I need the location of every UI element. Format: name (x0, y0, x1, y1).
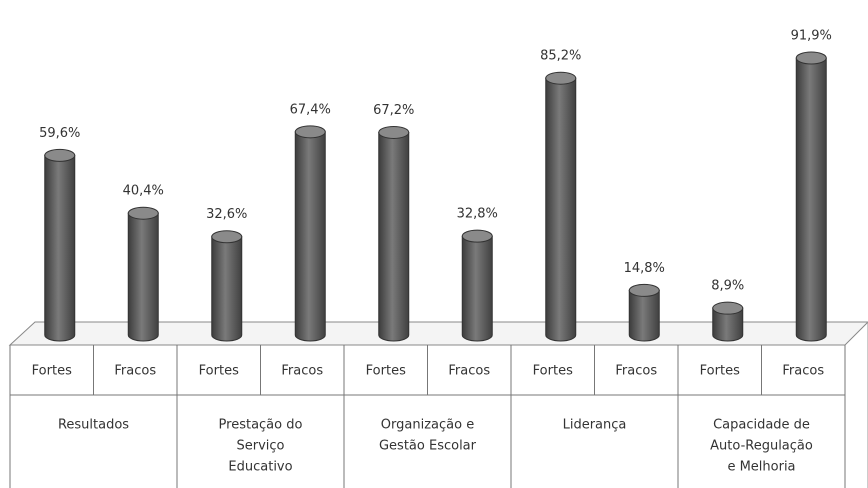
group-label: Liderança (563, 418, 627, 433)
group-label: Organização e (381, 418, 474, 433)
bar-top (545, 71, 577, 85)
value-label: 32,8% (457, 207, 498, 222)
bar-top (294, 125, 326, 139)
group-label: Educativo (228, 460, 292, 475)
group-label: Serviço (236, 439, 284, 454)
bar-top (378, 125, 410, 139)
bar (795, 57, 827, 342)
bar (127, 212, 159, 342)
category-label: Fortes (533, 364, 573, 379)
group-label: Resultados (58, 418, 129, 433)
category-label: Fracos (782, 364, 824, 379)
value-label: 67,2% (373, 103, 414, 118)
value-label: 67,4% (290, 102, 331, 117)
category-label: Fracos (615, 364, 657, 379)
bar (378, 131, 410, 342)
bar (628, 289, 660, 342)
value-label: 85,2% (540, 49, 581, 64)
category-label: Fracos (114, 364, 156, 379)
bar-top (712, 301, 744, 315)
category-label: Fortes (199, 364, 239, 379)
bar-top (211, 230, 243, 244)
bar-top (628, 283, 660, 297)
value-label: 14,8% (624, 261, 665, 276)
bar (545, 77, 577, 342)
bar (211, 236, 243, 342)
bar (712, 307, 744, 342)
group-label: Capacidade de (713, 418, 810, 433)
value-label: 32,6% (206, 207, 247, 222)
value-label: 91,9% (791, 29, 832, 44)
bar (461, 235, 493, 342)
bar-top (44, 148, 76, 162)
category-label: Fortes (700, 364, 740, 379)
group-label: Auto-Regulação (710, 439, 813, 454)
bar (294, 131, 326, 342)
bar-top (795, 51, 827, 65)
value-label: 59,6% (39, 126, 80, 141)
bar (44, 154, 76, 342)
value-label: 8,9% (711, 279, 744, 294)
category-label: Fracos (448, 364, 490, 379)
group-label: Prestação do (219, 418, 303, 433)
group-label: e Melhoria (727, 460, 795, 475)
category-label: Fortes (32, 364, 72, 379)
bar-top (127, 206, 159, 220)
category-label: Fracos (281, 364, 323, 379)
category-label: Fortes (366, 364, 406, 379)
group-label: Gestão Escolar (379, 439, 477, 454)
value-label: 40,4% (123, 184, 164, 199)
bar-top (461, 229, 493, 243)
